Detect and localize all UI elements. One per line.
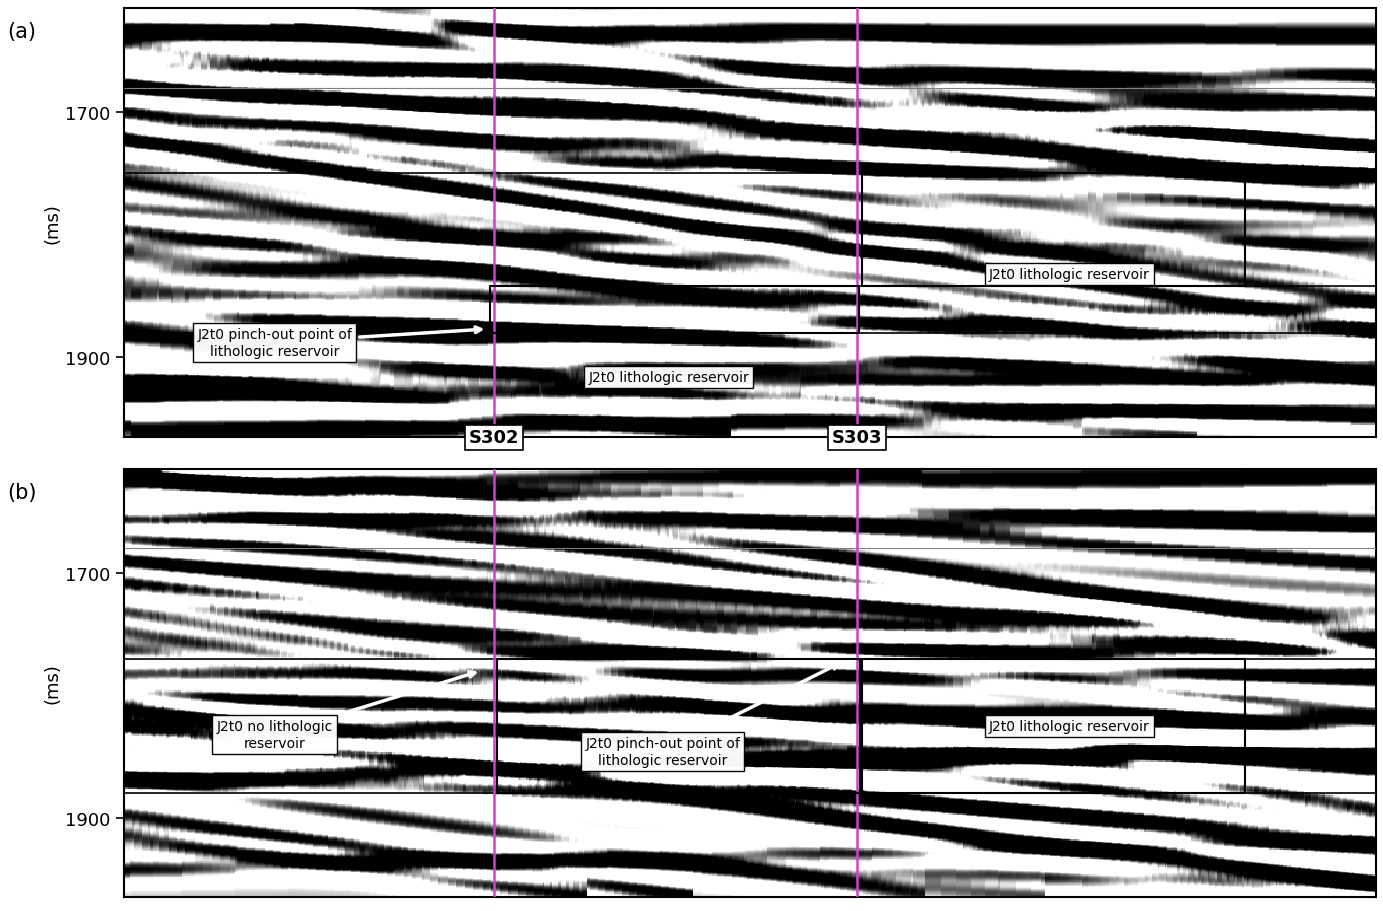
Text: (ms): (ms) xyxy=(43,203,62,243)
Text: J2t0 pinch-out point of
lithologic reservoir: J2t0 pinch-out point of lithologic reser… xyxy=(198,328,481,358)
Bar xyxy=(498,659,860,793)
Text: S303: S303 xyxy=(831,429,882,446)
Bar xyxy=(490,287,859,333)
Bar xyxy=(862,659,1245,793)
Text: J2t0 lithologic reservoir: J2t0 lithologic reservoir xyxy=(989,268,1149,281)
Text: J2t0 lithologic reservoir: J2t0 lithologic reservoir xyxy=(589,371,750,384)
Text: (a): (a) xyxy=(7,22,36,42)
Text: (ms): (ms) xyxy=(43,663,62,703)
Text: (b): (b) xyxy=(7,482,36,502)
Bar xyxy=(862,174,1245,287)
Text: J2t0 pinch-out point of
lithologic reservoir: J2t0 pinch-out point of lithologic reser… xyxy=(585,664,838,767)
Text: J2t0 no lithologic
reservoir: J2t0 no lithologic reservoir xyxy=(217,672,474,750)
Text: J2t0 lithologic reservoir: J2t0 lithologic reservoir xyxy=(989,719,1149,733)
Text: S302: S302 xyxy=(469,429,519,446)
